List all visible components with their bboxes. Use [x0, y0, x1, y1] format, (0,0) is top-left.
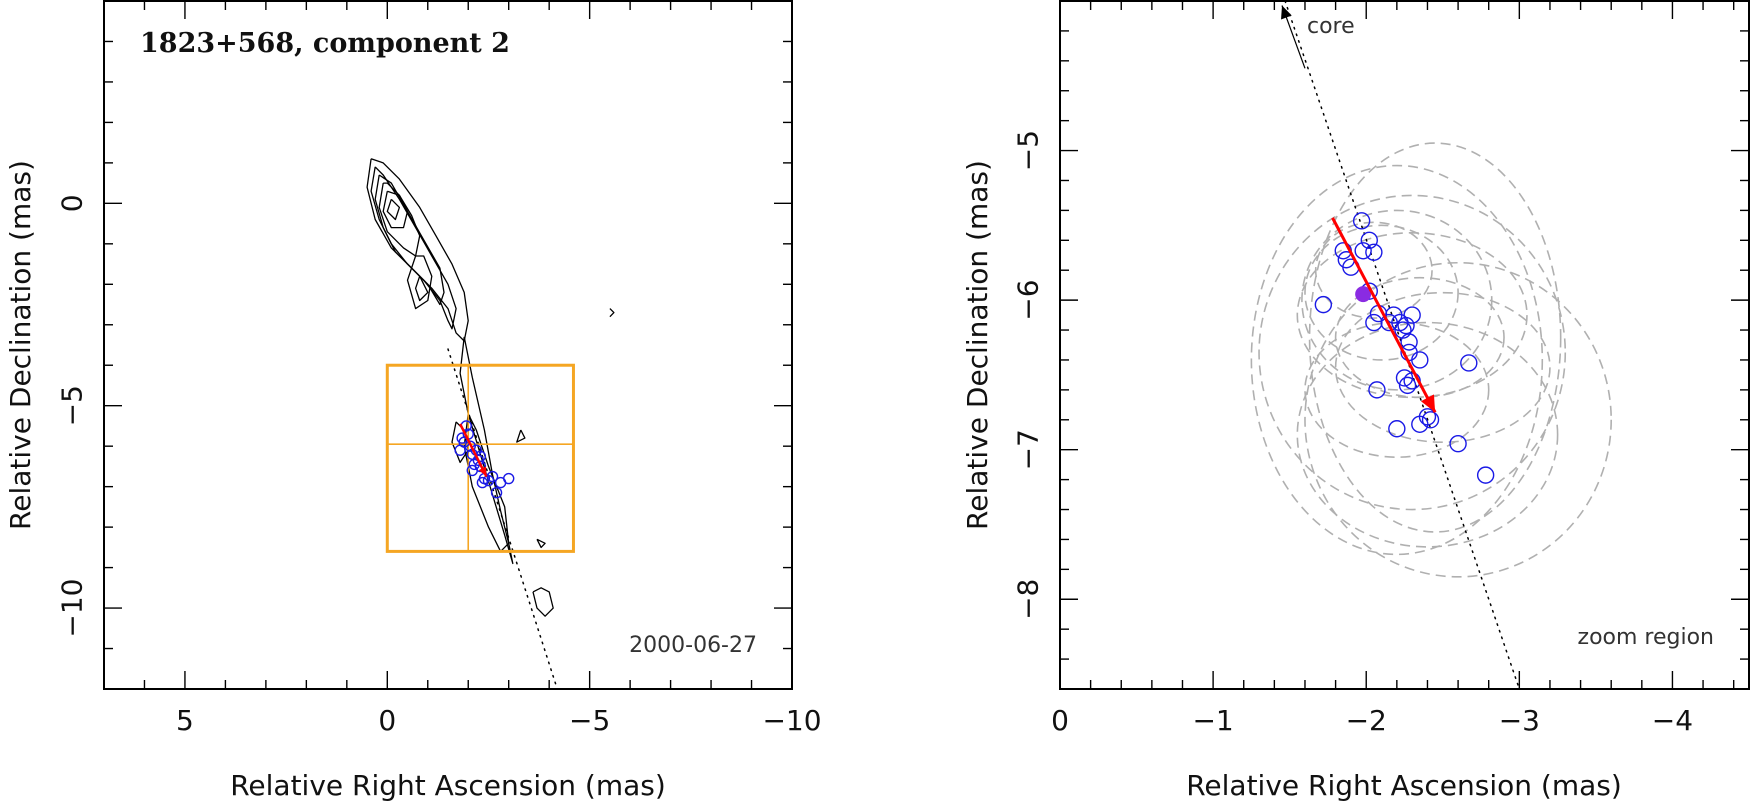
- contour-line: [378, 182, 421, 257]
- error-ellipse: [1304, 224, 1459, 361]
- component-position-marker: [1388, 420, 1406, 438]
- left-x-axis-label: Relative Right Ascension (mas): [230, 769, 666, 802]
- left-plot-frame: [103, 0, 793, 690]
- component-position-marker: [1449, 435, 1467, 453]
- component-position-marker: [1411, 351, 1429, 369]
- zoom-region-label: zoom region: [1578, 625, 1714, 650]
- component-position-marker: [1460, 354, 1478, 372]
- component-position-marker: [1397, 316, 1415, 335]
- proper-motion-arrow-head: [478, 466, 487, 477]
- component-position-marker: [1395, 369, 1414, 387]
- proper-motion-arrow: [1331, 217, 1437, 414]
- mean-position-marker: [1355, 286, 1372, 303]
- right-panel: 0 −1 −2 −3 −4 −5 −6 −7 −8 zoom region core Relat…: [961, 0, 1750, 802]
- left-panel: 5 0 −5 −10 0 −5 −10 1823+568, component 2 2000…: [4, 0, 822, 802]
- component-position-marker: [1398, 376, 1417, 395]
- contour-line: [516, 429, 526, 443]
- component-position-marker: [1314, 295, 1333, 314]
- right-x-axis-label: Relative Right Ascension (mas): [1186, 769, 1622, 802]
- component-position-marker: [486, 470, 499, 483]
- contour-map: [366, 158, 615, 617]
- error-ellipse: [1334, 276, 1505, 399]
- error-ellipses: [1250, 142, 1613, 578]
- component-position-marker: [490, 487, 503, 499]
- proper-motion-arrow: [459, 423, 488, 478]
- right-y-tick-label: −7: [1012, 429, 1045, 470]
- left-y-tick-label: −5: [56, 385, 89, 426]
- component-position-marker: [1403, 306, 1421, 324]
- error-ellipse: [1304, 261, 1613, 578]
- left-x-tick-label: 5: [176, 704, 194, 737]
- right-y-tick-label: −8: [1012, 579, 1045, 620]
- contour-line: [386, 198, 401, 221]
- component-position-marker: [472, 454, 485, 467]
- left-y-axis-label: Relative Declination (mas): [4, 160, 37, 530]
- error-ellipse: [1258, 194, 1567, 511]
- error-ellipse: [1296, 232, 1528, 399]
- right-x-tick-label: −2: [1346, 704, 1387, 737]
- component-position-marker: [1360, 231, 1378, 250]
- error-ellipse: [1296, 321, 1559, 548]
- left-y-tick-label: −10: [56, 579, 89, 638]
- left-y-tick-label: 0: [56, 194, 89, 212]
- proper-motion-arrow-head: [1420, 394, 1436, 413]
- right-x-tick-label: −1: [1192, 704, 1233, 737]
- error-ellipse: [1250, 164, 1544, 556]
- component-position-marker: [1365, 313, 1383, 332]
- right-y-tick-label: −5: [1012, 130, 1045, 171]
- right-x-tick-label: −4: [1652, 704, 1693, 737]
- error-ellipse: [1314, 221, 1433, 319]
- component-position-marker: [1368, 381, 1386, 399]
- left-plot-title: 1823+568, component 2: [140, 28, 510, 59]
- error-ellipse: [1334, 291, 1551, 444]
- contour-line: [406, 255, 433, 310]
- left-x-tick-label: −5: [569, 704, 610, 737]
- contour-line: [532, 587, 554, 617]
- right-y-axis-label: Relative Declination (mas): [961, 160, 994, 530]
- contour-line: [536, 538, 546, 549]
- component-position-marker: [503, 472, 515, 485]
- component-position-marker: [1354, 242, 1372, 260]
- component-position-marker: [1400, 333, 1418, 351]
- component-position-marker: [1411, 415, 1429, 433]
- left-x-tick-label: 0: [378, 704, 396, 737]
- core-label: core: [1307, 14, 1355, 39]
- core-direction-arrow-head: [1281, 5, 1292, 20]
- component-position-marker: [482, 474, 495, 487]
- right-plot-frame: [1059, 0, 1750, 690]
- right-x-tick-label: −3: [1499, 704, 1540, 737]
- component-position-marker: [1352, 212, 1371, 230]
- component-position-marker: [1476, 466, 1495, 484]
- component-position-marker: [1394, 321, 1412, 339]
- left-x-tick-label: −10: [762, 704, 821, 737]
- contour-line: [414, 275, 429, 302]
- epoch-label: 2000-06-27: [629, 633, 757, 658]
- right-y-tick-label: −6: [1012, 279, 1045, 320]
- zoom-box: [385, 363, 575, 553]
- contour-line: [382, 190, 409, 229]
- component-position-marker: [466, 464, 478, 477]
- contour-line: [609, 308, 615, 318]
- component-position-marker: [1421, 411, 1440, 429]
- error-ellipse: [1308, 142, 1562, 533]
- component-position-marker: [464, 440, 476, 452]
- component-position-marker: [476, 476, 489, 489]
- component-position-marker: [1365, 243, 1383, 261]
- right-x-tick-label: 0: [1051, 704, 1069, 737]
